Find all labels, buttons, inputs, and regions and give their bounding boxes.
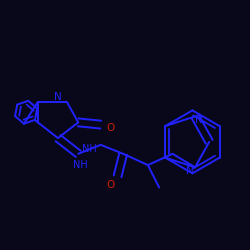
Text: NH: NH bbox=[82, 144, 97, 154]
Text: N: N bbox=[54, 92, 62, 102]
Text: N: N bbox=[186, 166, 193, 176]
Text: O: O bbox=[107, 180, 115, 190]
Text: N: N bbox=[194, 115, 202, 125]
Text: NH: NH bbox=[73, 160, 88, 170]
Text: O: O bbox=[107, 123, 115, 133]
